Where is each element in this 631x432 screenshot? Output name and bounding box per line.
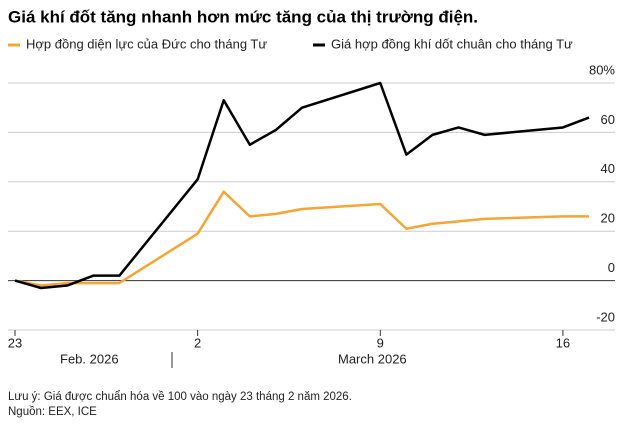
month-label: March 2026 <box>338 351 407 366</box>
note: Lưu ý: Giá được chuẩn hóa về 100 vào ngà… <box>8 391 352 403</box>
y-tick-label: 60 <box>601 112 615 127</box>
legend-label: Hợp đồng diện lực của Đức cho tháng Tư <box>26 36 267 51</box>
x-tick-label: 16 <box>556 335 570 350</box>
y-tick-label: 20 <box>601 211 615 226</box>
month-label: Feb. 2026 <box>60 351 119 366</box>
chart-title: Giá khí đốt tăng nhanh hơn mức tăng của … <box>8 7 478 26</box>
y-tick-label: 0 <box>608 260 615 275</box>
x-tick-label: 2 <box>194 335 201 350</box>
legend-label: Giá hợp đồng khí dốt chuân cho tháng Tư <box>331 36 573 51</box>
x-tick-label: 9 <box>377 335 384 350</box>
y-tick-label: 40 <box>601 161 615 176</box>
y-tick-label: 80% <box>589 62 615 77</box>
source: Nguồn: EEX, ICE <box>8 406 97 418</box>
line <box>14 190 589 287</box>
x-tick-label: 23 <box>8 335 22 350</box>
line <box>14 81 590 290</box>
y-tick-label: -20 <box>596 309 615 324</box>
